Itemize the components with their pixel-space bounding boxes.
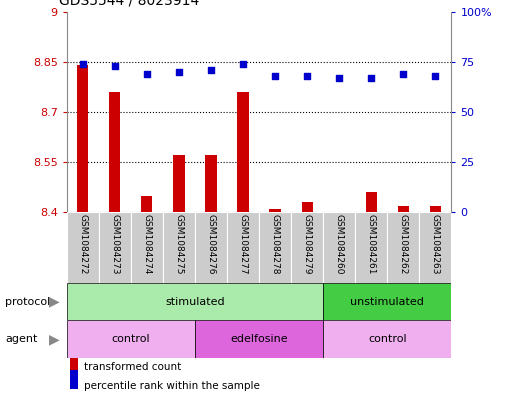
Point bbox=[78, 61, 87, 67]
Bar bbox=[323, 283, 451, 320]
Text: GSM1084260: GSM1084260 bbox=[334, 214, 344, 274]
Bar bbox=[238, 92, 249, 212]
Bar bbox=[109, 92, 121, 212]
Point bbox=[271, 73, 279, 79]
Text: GSM1084273: GSM1084273 bbox=[110, 214, 120, 274]
Text: GSM1084276: GSM1084276 bbox=[206, 214, 215, 274]
Point bbox=[431, 73, 440, 79]
Bar bbox=[398, 206, 409, 212]
Bar bbox=[67, 320, 195, 358]
Bar bbox=[227, 212, 259, 283]
Text: GSM1084272: GSM1084272 bbox=[78, 214, 87, 274]
Text: control: control bbox=[111, 334, 150, 344]
Bar bbox=[205, 155, 216, 212]
Bar bbox=[70, 352, 78, 371]
Point bbox=[367, 75, 376, 81]
Text: edelfosine: edelfosine bbox=[230, 334, 288, 344]
Point bbox=[175, 69, 183, 75]
Bar bbox=[355, 212, 387, 283]
Bar bbox=[67, 212, 98, 283]
Bar bbox=[259, 212, 291, 283]
Bar bbox=[195, 212, 227, 283]
Point bbox=[335, 75, 343, 81]
Text: protocol: protocol bbox=[5, 297, 50, 307]
Bar bbox=[430, 206, 441, 212]
Text: ▶: ▶ bbox=[49, 332, 59, 346]
Text: agent: agent bbox=[5, 334, 37, 344]
Bar bbox=[131, 212, 163, 283]
Text: stimulated: stimulated bbox=[165, 297, 225, 307]
Text: GSM1084277: GSM1084277 bbox=[239, 214, 248, 274]
Text: GSM1084278: GSM1084278 bbox=[270, 214, 280, 274]
Text: percentile rank within the sample: percentile rank within the sample bbox=[84, 380, 260, 391]
Point bbox=[143, 71, 151, 77]
Text: GSM1084261: GSM1084261 bbox=[367, 214, 376, 274]
Bar bbox=[291, 212, 323, 283]
Point bbox=[207, 67, 215, 73]
Bar bbox=[366, 192, 377, 212]
Bar bbox=[269, 209, 281, 212]
Text: GSM1084263: GSM1084263 bbox=[431, 214, 440, 274]
Text: GSM1084279: GSM1084279 bbox=[303, 214, 312, 274]
Text: ▶: ▶ bbox=[49, 295, 59, 309]
Bar bbox=[173, 155, 185, 212]
Bar bbox=[77, 65, 88, 212]
Bar bbox=[420, 212, 451, 283]
Bar bbox=[67, 283, 323, 320]
Text: transformed count: transformed count bbox=[84, 362, 182, 372]
Text: control: control bbox=[368, 334, 407, 344]
Bar bbox=[323, 320, 451, 358]
Bar bbox=[323, 212, 355, 283]
Bar bbox=[387, 212, 420, 283]
Bar bbox=[195, 320, 323, 358]
Text: GSM1084275: GSM1084275 bbox=[174, 214, 184, 274]
Point bbox=[303, 73, 311, 79]
Bar bbox=[163, 212, 195, 283]
Text: GDS5544 / 8023914: GDS5544 / 8023914 bbox=[59, 0, 199, 8]
Point bbox=[111, 63, 119, 69]
Point bbox=[239, 61, 247, 67]
Bar bbox=[98, 212, 131, 283]
Text: unstimulated: unstimulated bbox=[350, 297, 424, 307]
Point bbox=[399, 71, 407, 77]
Bar bbox=[141, 195, 152, 212]
Text: GSM1084262: GSM1084262 bbox=[399, 214, 408, 274]
Bar bbox=[70, 370, 78, 389]
Text: GSM1084274: GSM1084274 bbox=[142, 214, 151, 274]
Bar bbox=[302, 202, 313, 212]
